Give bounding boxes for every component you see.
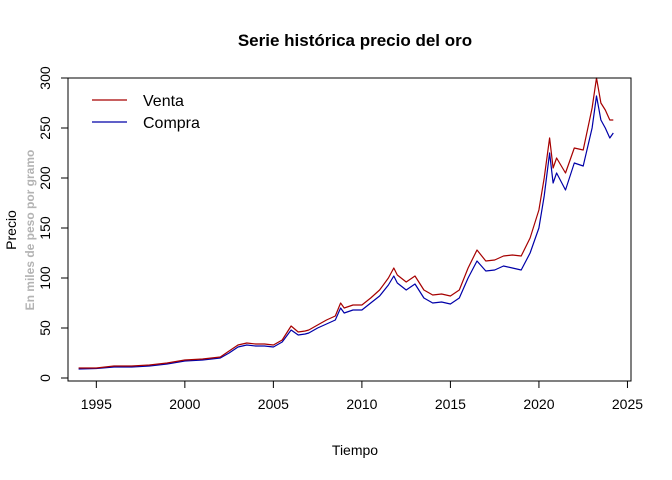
x-tick-label: 2025 xyxy=(612,396,643,412)
chart-title: Serie histórica precio del oro xyxy=(238,31,472,50)
x-tick-label: 2020 xyxy=(523,396,554,412)
x-tick-label: 2010 xyxy=(346,396,377,412)
y-axis-label: Precio xyxy=(3,210,19,250)
y-tick-label: 300 xyxy=(37,66,53,90)
legend: Venta Compra xyxy=(92,93,200,132)
x-tick-label: 2005 xyxy=(258,396,289,412)
y-tick-label: 150 xyxy=(37,216,53,240)
x-tick-label: 2000 xyxy=(169,396,200,412)
legend-label-venta: Venta xyxy=(143,93,184,110)
legend-label-compra: Compra xyxy=(143,115,200,132)
y-tick-label: 0 xyxy=(37,374,53,382)
x-tick-label: 1995 xyxy=(81,396,112,412)
x-tick-label: 2015 xyxy=(435,396,466,412)
y-axis-sublabel: En miles de peso por gramo xyxy=(23,150,37,311)
x-axis: 1995 2000 2005 2010 2015 2020 2025 xyxy=(81,380,643,412)
x-axis-label: Tiempo xyxy=(332,442,378,458)
y-tick-label: 100 xyxy=(37,266,53,290)
y-axis: 0 50 100 150 200 250 300 xyxy=(37,66,69,382)
y-tick-label: 250 xyxy=(37,116,53,140)
plot-lines xyxy=(78,77,614,370)
series-line-compra xyxy=(78,95,614,370)
series-line-venta xyxy=(78,77,614,369)
y-tick-label: 200 xyxy=(37,166,53,190)
y-tick-label: 50 xyxy=(37,320,53,336)
